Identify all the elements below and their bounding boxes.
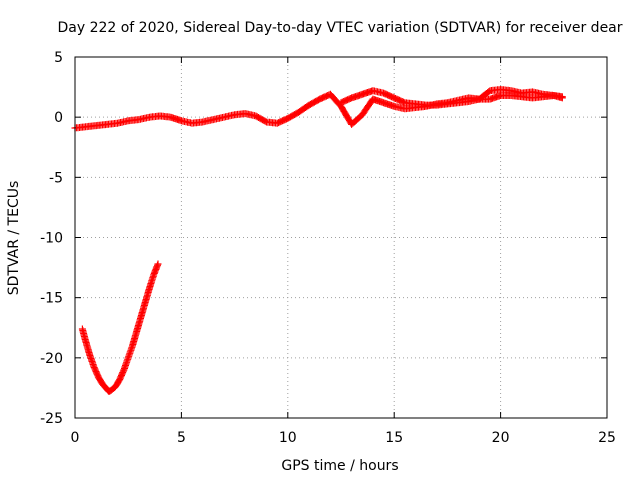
x-tick-label: 20	[492, 430, 510, 446]
x-tick-label: 15	[385, 430, 403, 446]
x-tick-label: 25	[598, 430, 616, 446]
x-tick-label: 0	[71, 430, 80, 446]
y-tick-label: 5	[54, 50, 63, 66]
y-tick-label: -5	[49, 170, 63, 186]
series-satellite-pass-1	[78, 260, 162, 395]
data-point	[154, 260, 162, 268]
x-tick-label: 10	[279, 430, 297, 446]
chart-title: Day 222 of 2020, Sidereal Day-to-day VTE…	[57, 20, 622, 36]
y-axis-label: SDTVAR / TECUs	[6, 181, 22, 296]
data-point	[558, 94, 566, 102]
y-tick-label: -10	[40, 231, 63, 247]
plot-area	[71, 86, 566, 395]
y-tick-label: -15	[40, 291, 63, 307]
y-tick-label: -25	[40, 411, 63, 427]
axes: 0 5 10 15 20 25 -25 -20 -15 -10 -5 0 5	[40, 50, 616, 446]
x-tick-label: 5	[177, 430, 186, 446]
series-satellite-passes-secondary-band-	[337, 86, 566, 109]
x-axis-label: GPS time / hours	[281, 458, 398, 474]
y-tick-label: -20	[40, 351, 63, 367]
y-tick-label: 0	[54, 110, 63, 126]
